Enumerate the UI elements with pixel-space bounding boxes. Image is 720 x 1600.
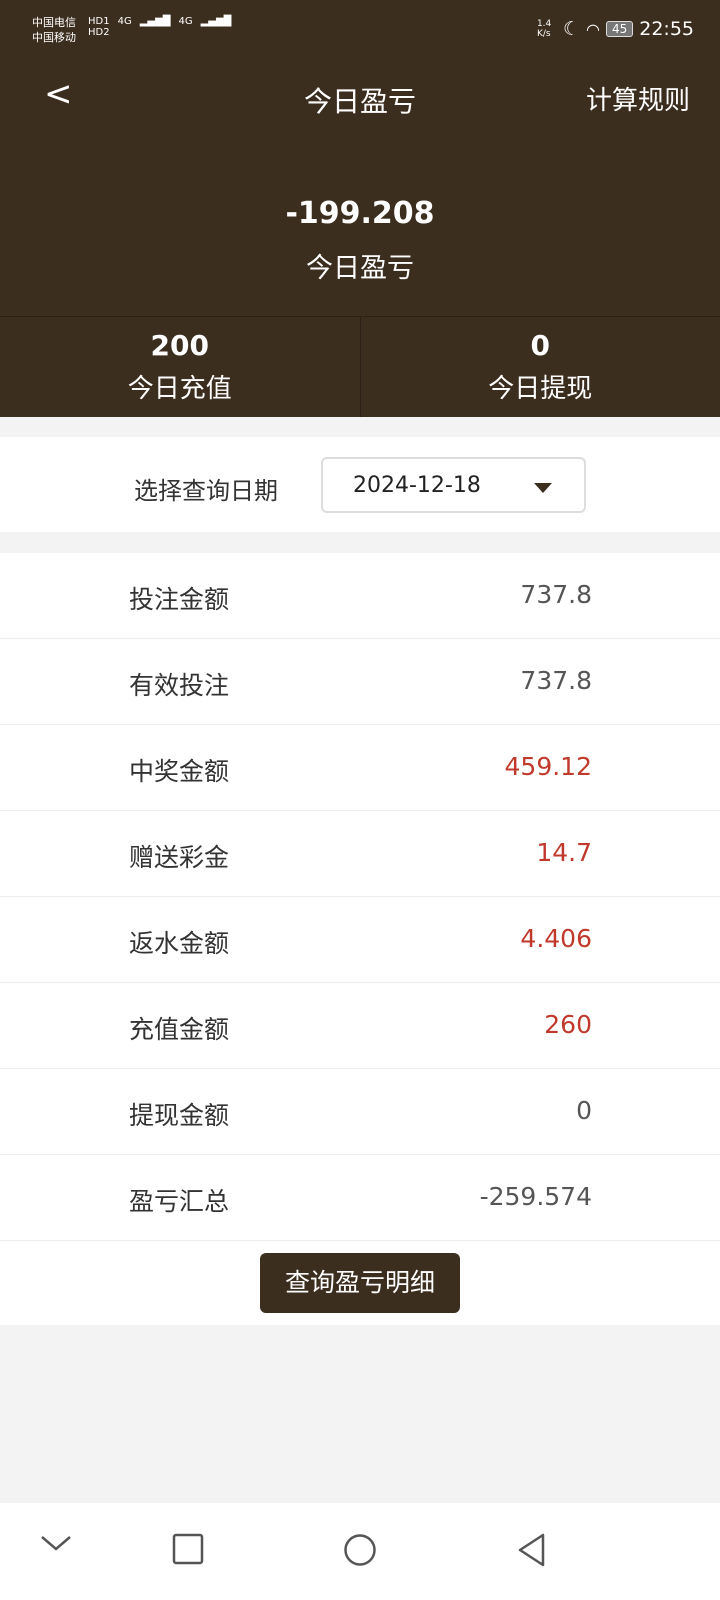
chevron-left-icon: < — [44, 74, 73, 114]
stat-value: 0 — [530, 329, 550, 362]
row-label: 中奖金额 — [129, 757, 230, 786]
row-label: 充值金额 — [129, 1015, 230, 1044]
row-value: -259.574 — [479, 1182, 592, 1211]
network-2: 4G — [178, 16, 193, 27]
query-detail-button[interactable]: 查询盈亏明细 — [260, 1253, 460, 1313]
header-panel: 中国电信 中国移动 HD1 4G ▂▄▆█ 4G ▂▄▆█ HD2 1.4 K/s ☾ ◠… — [0, 0, 720, 417]
system-nav-bar — [0, 1503, 720, 1600]
home-icon[interactable] — [343, 1533, 377, 1571]
status-bar: 中国电信 中国移动 HD1 4G ▂▄▆█ 4G ▂▄▆█ HD2 1.4 K/s ☾ ◠… — [0, 0, 720, 60]
moon-icon: ☾ — [562, 18, 580, 40]
row-value: 737.8 — [520, 580, 592, 609]
row-label: 赠送彩金 — [129, 843, 230, 872]
row-label: 盈亏汇总 — [129, 1187, 230, 1216]
carrier-2: 中国移动 — [32, 31, 76, 44]
signal-icon: ▂▄▆█ — [200, 16, 232, 27]
list-item: 赠送彩金 14.7 — [0, 811, 720, 897]
network-1: 4G — [117, 16, 132, 27]
stats-list: 投注金额 737.8 有效投注 737.8 中奖金额 459.12 赠送彩金 14.7 返水金额… — [0, 553, 720, 1325]
battery-icon: 45 — [605, 21, 634, 37]
clock: 22:55 — [639, 18, 694, 40]
rules-button[interactable]: 计算规则 — [585, 86, 690, 116]
page-title: 今日盈亏 — [303, 85, 416, 118]
list-item: 有效投注 737.8 — [0, 639, 720, 725]
list-item: 中奖金额 459.12 — [0, 725, 720, 811]
back-icon[interactable] — [517, 1533, 547, 1571]
stat-label: 今日充值 — [127, 374, 232, 404]
row-value: 0 — [576, 1096, 592, 1125]
row-label: 有效投注 — [129, 671, 230, 700]
list-item: 充值金额 260 — [0, 983, 720, 1069]
caret-down-icon — [534, 483, 552, 493]
signal-icon: ▂▄▆█ — [139, 16, 171, 27]
signal-icons: HD1 4G ▂▄▆█ 4G ▂▄▆█ HD2 — [88, 16, 239, 38]
row-value: 459.12 — [504, 752, 592, 781]
today-pl-label: 今日盈亏 — [306, 253, 414, 284]
carrier-1: 中国电信 — [32, 16, 76, 29]
row-label: 提现金额 — [129, 1101, 230, 1130]
recents-icon[interactable] — [172, 1533, 204, 1569]
today-pl-value: -199.208 — [285, 196, 435, 231]
row-value: 4.406 — [520, 924, 592, 953]
row-label: 返水金额 — [129, 929, 230, 958]
date-label: 选择查询日期 — [134, 477, 278, 505]
date-filter: 选择查询日期 2024-12-18 — [0, 437, 720, 532]
list-item: 盈亏汇总 -259.574 — [0, 1155, 720, 1241]
stat-withdraw: 0 今日提现 — [361, 317, 720, 417]
list-item: 提现金额 0 — [0, 1069, 720, 1155]
stats-row: 200 今日充值 0 今日提现 — [0, 316, 720, 417]
chevron-down-icon[interactable] — [40, 1533, 72, 1557]
stat-value: 200 — [150, 329, 209, 362]
hd2-badge: HD2 — [88, 27, 110, 38]
hd1-badge: HD1 — [88, 16, 110, 27]
date-select[interactable]: 2024-12-18 — [321, 457, 586, 513]
row-value: 260 — [544, 1010, 592, 1039]
row-value: 737.8 — [520, 666, 592, 695]
stat-deposit: 200 今日充值 — [0, 317, 361, 417]
list-item: 投注金额 737.8 — [0, 553, 720, 639]
wifi-icon: ◠ — [585, 19, 600, 39]
row-label: 投注金额 — [129, 585, 230, 614]
carrier-info: 中国电信 中国移动 — [32, 15, 76, 45]
net-speed: 1.4 K/s — [536, 19, 552, 39]
back-button[interactable]: < — [44, 74, 73, 114]
row-value: 14.7 — [536, 838, 592, 867]
stat-label: 今日提现 — [488, 374, 593, 404]
nav-bar: < 今日盈亏 计算规则 — [0, 66, 720, 126]
date-value: 2024-12-18 — [353, 473, 481, 498]
list-item: 返水金额 4.406 — [0, 897, 720, 983]
